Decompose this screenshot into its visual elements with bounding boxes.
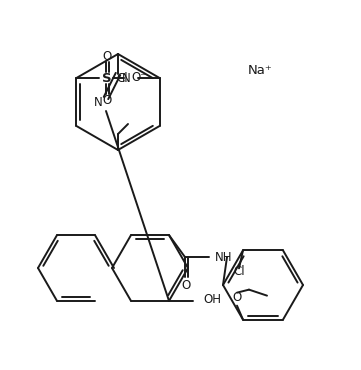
Text: N: N: [122, 71, 130, 84]
Text: Cl: Cl: [233, 265, 245, 278]
Text: O⁻: O⁻: [131, 71, 147, 84]
Text: Cl: Cl: [116, 71, 127, 84]
Text: O: O: [181, 279, 191, 292]
Text: S: S: [101, 71, 111, 84]
Text: NH: NH: [215, 250, 232, 263]
Text: O: O: [232, 291, 242, 304]
Text: Na⁺: Na⁺: [248, 64, 273, 77]
Text: OH: OH: [203, 293, 221, 306]
Text: N: N: [93, 95, 103, 108]
Text: O: O: [103, 94, 112, 107]
Text: O: O: [103, 50, 112, 63]
